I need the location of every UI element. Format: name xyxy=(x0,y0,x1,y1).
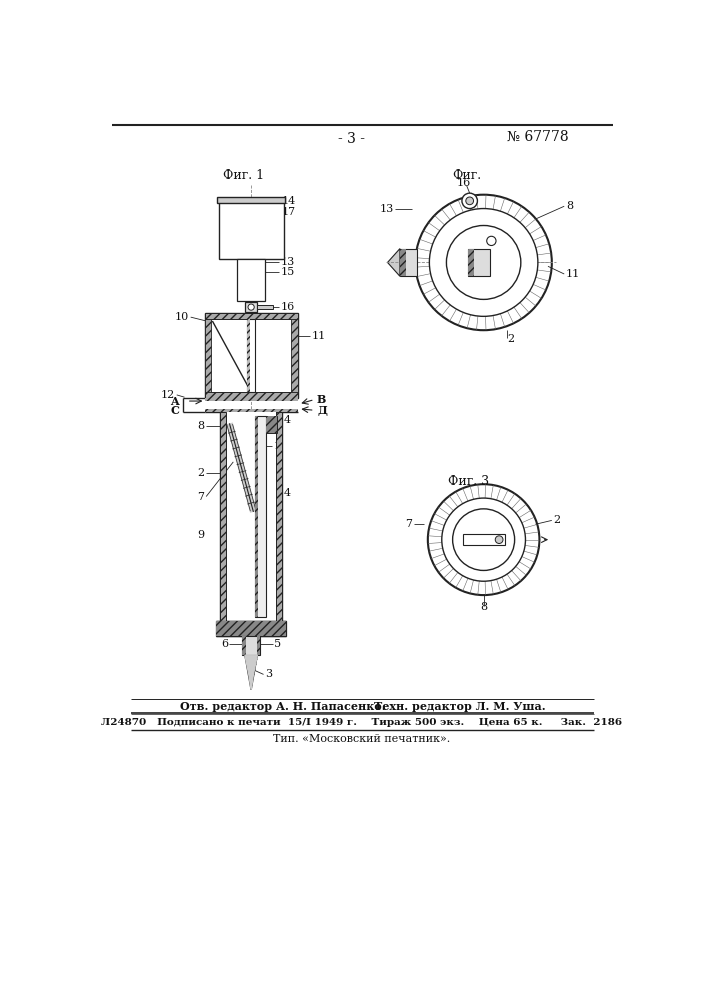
Text: 8: 8 xyxy=(480,602,487,612)
Bar xyxy=(266,416,276,433)
Text: -25: -25 xyxy=(245,272,257,280)
Text: - 3 -: - 3 - xyxy=(339,132,366,146)
Text: Фиг.: Фиг. xyxy=(452,169,481,182)
Text: 7: 7 xyxy=(198,492,204,502)
Bar xyxy=(291,319,298,392)
Bar xyxy=(468,249,474,276)
Text: 2: 2 xyxy=(197,468,204,478)
Text: 13: 13 xyxy=(380,204,394,214)
Bar xyxy=(400,249,406,276)
Bar xyxy=(257,305,273,309)
Bar xyxy=(247,319,250,392)
Text: 13: 13 xyxy=(281,257,295,267)
Text: A: A xyxy=(170,396,179,407)
Bar xyxy=(255,416,266,617)
Circle shape xyxy=(248,304,255,310)
Text: 12: 12 xyxy=(161,390,175,400)
Bar xyxy=(204,319,211,392)
Text: 9: 9 xyxy=(197,530,204,540)
Bar xyxy=(211,319,291,392)
Text: +15: +15 xyxy=(221,215,235,223)
Text: -25: -25 xyxy=(222,235,233,243)
Circle shape xyxy=(416,195,552,330)
Text: Фиг. 1: Фиг. 1 xyxy=(223,169,264,182)
Text: +20: +20 xyxy=(221,207,235,215)
Bar xyxy=(216,620,286,636)
Text: 11: 11 xyxy=(566,269,580,279)
Circle shape xyxy=(429,209,538,316)
Text: B: B xyxy=(317,394,327,405)
Text: C: C xyxy=(170,405,179,416)
Circle shape xyxy=(486,236,496,246)
Text: -20: -20 xyxy=(222,227,233,235)
Text: Техн. редактор Л. М. Уша.: Техн. редактор Л. М. Уша. xyxy=(374,701,546,712)
Bar xyxy=(257,636,260,655)
Circle shape xyxy=(452,509,515,570)
Bar xyxy=(255,416,258,617)
Circle shape xyxy=(462,193,477,209)
Polygon shape xyxy=(245,655,257,690)
Bar xyxy=(216,620,286,636)
Bar xyxy=(220,412,226,620)
Text: 1: 1 xyxy=(274,441,281,451)
Text: 2: 2 xyxy=(507,334,514,344)
Bar xyxy=(242,636,246,655)
Text: 17: 17 xyxy=(282,207,296,217)
Circle shape xyxy=(442,498,525,581)
Text: 4: 4 xyxy=(284,415,291,425)
Bar xyxy=(237,259,265,301)
Text: № 67778: № 67778 xyxy=(507,130,568,144)
Bar xyxy=(217,197,285,203)
Bar xyxy=(462,534,506,545)
Text: Отв. редактор А. Н. Папасенко.: Отв. редактор А. Н. Папасенко. xyxy=(180,701,385,712)
Text: 16: 16 xyxy=(457,178,472,188)
Bar xyxy=(276,412,282,620)
Bar xyxy=(468,249,490,276)
Text: 6: 6 xyxy=(221,639,228,649)
Bar xyxy=(247,319,255,392)
Text: 8: 8 xyxy=(566,201,573,211)
Circle shape xyxy=(466,197,474,205)
Text: 14: 14 xyxy=(282,196,296,206)
Text: Л24870   Подписано к печати  15/I 1949 г.    Тираж 500 экз.    Цена 65 к.     За: Л24870 Подписано к печати 15/I 1949 г. Т… xyxy=(101,718,622,727)
Text: 16: 16 xyxy=(281,302,295,312)
Text: 4: 4 xyxy=(284,488,291,498)
Bar xyxy=(204,409,298,412)
Bar xyxy=(226,412,276,620)
Polygon shape xyxy=(387,249,400,276)
Text: 2: 2 xyxy=(554,515,561,525)
Bar xyxy=(218,202,284,259)
Text: 5: 5 xyxy=(274,639,281,649)
Text: Тип. «Московский печатник».: Тип. «Московский печатник». xyxy=(274,734,450,744)
Text: 10: 10 xyxy=(175,312,189,322)
Circle shape xyxy=(446,225,521,299)
Bar xyxy=(204,313,298,319)
Text: 11: 11 xyxy=(312,331,326,341)
Text: Фиг. 3: Фиг. 3 xyxy=(448,475,489,488)
Text: -20: -20 xyxy=(245,262,257,270)
Text: 3: 3 xyxy=(265,669,272,679)
Bar xyxy=(245,302,257,312)
Text: Д: Д xyxy=(317,405,327,416)
Bar xyxy=(266,416,276,433)
Bar xyxy=(242,636,260,655)
Text: 8: 8 xyxy=(197,421,204,431)
Circle shape xyxy=(495,536,503,544)
Bar xyxy=(400,249,417,276)
Bar xyxy=(204,392,298,398)
Text: 15: 15 xyxy=(281,267,295,277)
Circle shape xyxy=(428,484,539,595)
Text: 7: 7 xyxy=(405,519,412,529)
Bar xyxy=(204,398,298,401)
